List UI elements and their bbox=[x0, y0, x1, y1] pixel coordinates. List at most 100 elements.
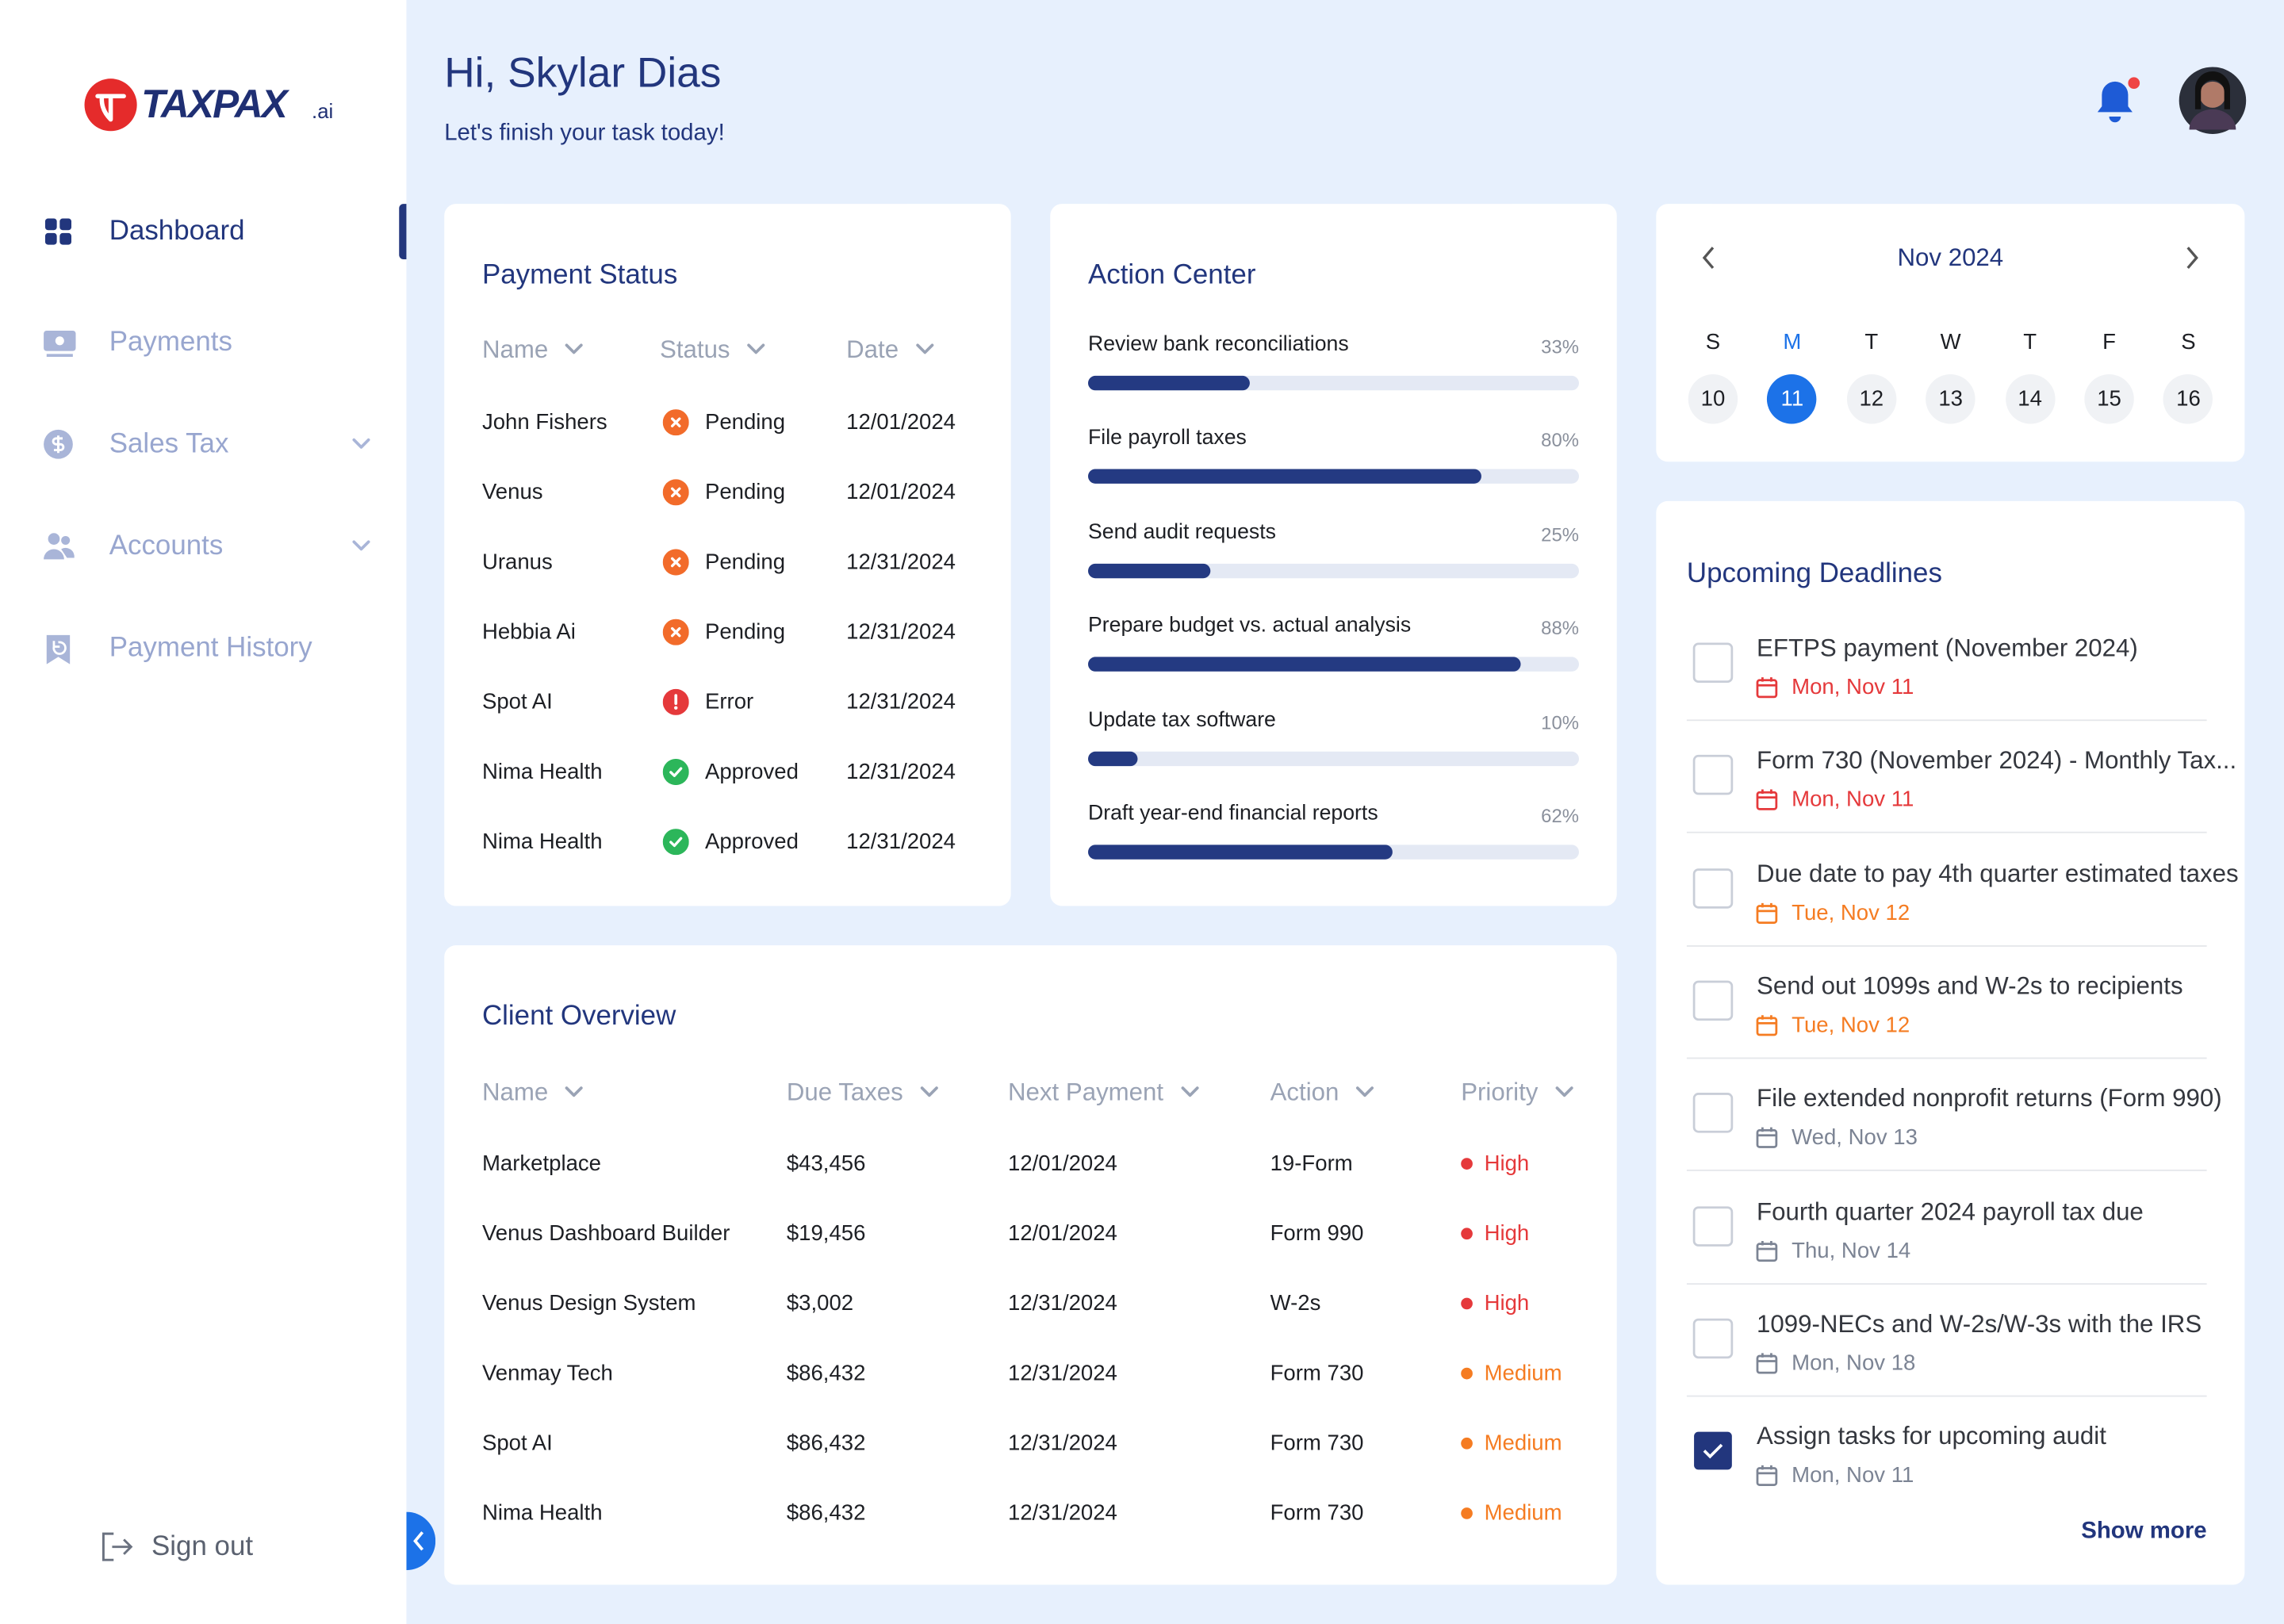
status-icon bbox=[662, 829, 689, 856]
divider bbox=[1686, 719, 2207, 722]
nav-item[interactable]: Payments bbox=[109, 327, 232, 358]
selected-day[interactable] bbox=[1767, 374, 1818, 424]
nav-expand[interactable] bbox=[351, 437, 372, 451]
card bbox=[1656, 500, 2245, 1585]
calendar-icon-part bbox=[1757, 1015, 1776, 1025]
day-cell[interactable] bbox=[1926, 374, 1976, 424]
nav-item[interactable]: Payment History bbox=[109, 633, 312, 664]
checkbox-part bbox=[1692, 1205, 1734, 1246]
column-header[interactable]: Status bbox=[660, 335, 730, 364]
column-header[interactable]: Name bbox=[481, 1078, 549, 1107]
column-header[interactable]: Action bbox=[1270, 1078, 1339, 1107]
nav-expand-part bbox=[352, 438, 370, 449]
nav-icon[interactable] bbox=[42, 428, 77, 463]
sort-chevron[interactable] bbox=[919, 1085, 940, 1099]
checkbox[interactable] bbox=[1692, 1431, 1733, 1471]
cell-action: Form 990 bbox=[1270, 1221, 1364, 1247]
day-cell[interactable] bbox=[1688, 374, 1738, 424]
column-header[interactable]: Date bbox=[846, 335, 899, 364]
sort-chevron-part bbox=[1355, 1086, 1374, 1097]
cell-name: Nima Health bbox=[481, 829, 603, 855]
checkbox[interactable] bbox=[1692, 642, 1734, 684]
day-cell[interactable] bbox=[2163, 374, 2213, 424]
calendar-icon bbox=[1756, 902, 1778, 924]
calendar-next[interactable] bbox=[2182, 245, 2202, 271]
sort-chevron[interactable] bbox=[1554, 1085, 1575, 1099]
task-percent: 10% bbox=[1541, 710, 1579, 733]
avatar[interactable] bbox=[2178, 66, 2248, 136]
sort-chevron[interactable] bbox=[1355, 1085, 1375, 1099]
checkbox[interactable] bbox=[1692, 1093, 1734, 1133]
status-icon-part bbox=[670, 626, 681, 638]
nav-icon[interactable] bbox=[42, 216, 77, 251]
day-number[interactable]: 12 bbox=[1859, 386, 1884, 412]
cell-date: 12/31/2024 bbox=[846, 550, 956, 575]
cell-status: Pending bbox=[704, 550, 786, 575]
deadline-title: 1099-NECs and W-2s/W-3s with the IRS bbox=[1757, 1309, 2202, 1338]
notification-bell[interactable] bbox=[2094, 76, 2141, 125]
cell-status: Pending bbox=[704, 480, 786, 505]
day-number[interactable]: 13 bbox=[1938, 386, 1964, 412]
nav-icon-part bbox=[44, 232, 57, 245]
sort-chevron[interactable] bbox=[564, 343, 584, 357]
checkbox[interactable] bbox=[1692, 980, 1734, 1021]
cell-date: 12/31/2024 bbox=[846, 619, 956, 645]
column-header[interactable]: Next Payment bbox=[1007, 1078, 1164, 1107]
logo-mark-part bbox=[95, 94, 126, 122]
collapse-button[interactable] bbox=[406, 1511, 436, 1571]
nav-expand[interactable] bbox=[351, 539, 372, 553]
column-header[interactable]: Name bbox=[481, 335, 549, 364]
checkbox[interactable] bbox=[1692, 1318, 1734, 1358]
collapse-button-part bbox=[413, 1531, 424, 1551]
checkbox-part bbox=[1692, 980, 1734, 1021]
sign-out[interactable]: Sign out bbox=[151, 1531, 254, 1562]
cell-due-taxes: $86,432 bbox=[786, 1431, 866, 1456]
status-icon-part bbox=[662, 758, 689, 786]
nav-icon-part bbox=[61, 535, 71, 545]
nav-icon[interactable] bbox=[42, 530, 77, 565]
show-more[interactable]: Show more bbox=[2081, 1519, 2207, 1545]
checkbox-part bbox=[1692, 868, 1734, 908]
sort-chevron-part bbox=[747, 343, 765, 354]
checkbox[interactable] bbox=[1692, 755, 1734, 795]
avatar-part bbox=[2189, 109, 2236, 130]
nav-icon[interactable] bbox=[42, 632, 77, 667]
sort-chevron[interactable] bbox=[914, 343, 935, 357]
day-cell[interactable] bbox=[2005, 374, 2055, 424]
day-cell[interactable] bbox=[2084, 374, 2134, 424]
nav-item[interactable]: Accounts bbox=[109, 530, 224, 562]
calendar-icon-part bbox=[1757, 677, 1776, 687]
checkbox-part bbox=[1692, 1318, 1734, 1358]
nav-item[interactable]: Dashboard bbox=[109, 216, 245, 247]
nav-icon[interactable] bbox=[42, 326, 77, 361]
sort-chevron[interactable] bbox=[564, 1085, 584, 1099]
day-number[interactable]: 10 bbox=[1700, 386, 1726, 412]
sort-chevron[interactable] bbox=[745, 343, 766, 357]
day-number[interactable]: 11 bbox=[1780, 386, 1804, 412]
progress-track bbox=[1088, 751, 1579, 766]
sort-chevron[interactable] bbox=[1180, 1085, 1201, 1099]
cell-name: Venus bbox=[481, 480, 543, 505]
nav-item[interactable]: Sales Tax bbox=[109, 428, 229, 460]
column-header[interactable]: Due Taxes bbox=[786, 1078, 903, 1107]
calendar-icon-part bbox=[1757, 902, 1776, 912]
cell-due-taxes: $3,002 bbox=[786, 1291, 854, 1316]
day-cell[interactable] bbox=[1846, 374, 1897, 424]
card-title: Payment Status bbox=[481, 259, 678, 291]
checkbox[interactable] bbox=[1692, 868, 1734, 908]
sort-chevron-part bbox=[565, 343, 583, 354]
cell-next-payment: 12/01/2024 bbox=[1007, 1151, 1117, 1177]
card-title: Upcoming Deadlines bbox=[1686, 558, 1942, 589]
weekday: T bbox=[2023, 330, 2037, 355]
day-number[interactable]: 14 bbox=[2018, 386, 2042, 412]
column-header[interactable]: Priority bbox=[1461, 1078, 1539, 1107]
day-number[interactable]: 15 bbox=[2097, 386, 2121, 412]
status-icon bbox=[662, 409, 689, 436]
calendar-prev[interactable] bbox=[1699, 245, 1719, 271]
checkbox[interactable] bbox=[1692, 1205, 1734, 1246]
cell-date: 12/31/2024 bbox=[846, 759, 956, 785]
sign-out-icon[interactable] bbox=[99, 1530, 134, 1562]
day-number[interactable]: 16 bbox=[2176, 386, 2201, 412]
weekday: S bbox=[1705, 330, 1721, 355]
calendar-icon-part bbox=[1757, 1128, 1776, 1137]
